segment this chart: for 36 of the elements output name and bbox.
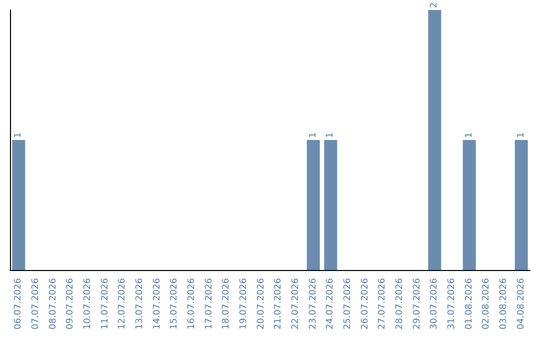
x-tick-label: 02.08.2026 <box>482 278 492 330</box>
x-tick-label: 29.07.2026 <box>412 278 422 330</box>
x-tick-label: 13.07.2026 <box>135 278 145 330</box>
x-tick-label: 20.07.2026 <box>256 278 266 330</box>
x-tick-label: 07.07.2026 <box>31 278 41 330</box>
x-tick-label: 09.07.2026 <box>66 278 76 330</box>
x-tick-label: 18.07.2026 <box>222 278 232 330</box>
x-tick-label: 01.08.2026 <box>464 278 474 330</box>
data-label: 1 <box>464 132 474 138</box>
x-tick-label: 26.07.2026 <box>360 278 370 330</box>
x-tick-label: 28.07.2026 <box>395 278 405 330</box>
x-tick-label: 16.07.2026 <box>187 278 197 330</box>
x-tick-label: 15.07.2026 <box>170 278 180 330</box>
x-tick-label: 08.07.2026 <box>48 278 58 330</box>
x-tick-label: 22.07.2026 <box>291 278 301 330</box>
x-tick-label: 17.07.2026 <box>204 278 214 330</box>
data-label: 1 <box>516 132 526 138</box>
x-tick-label: 25.07.2026 <box>343 278 353 330</box>
x-tick-label: 19.07.2026 <box>239 278 249 330</box>
x-tick-label: 24.07.2026 <box>326 278 336 330</box>
data-label: 1 <box>14 132 24 138</box>
x-tick-label: 30.07.2026 <box>430 278 440 330</box>
x-tick-label: 04.08.2026 <box>516 278 526 330</box>
x-tick-label: 11.07.2026 <box>100 278 110 330</box>
x-tick-label: 14.07.2026 <box>152 278 162 330</box>
x-tick-label: 23.07.2026 <box>308 278 318 330</box>
x-tick-label: 03.08.2026 <box>499 278 509 330</box>
x-tick-label: 27.07.2026 <box>378 278 388 330</box>
data-label: 1 <box>308 132 318 138</box>
x-tick-label: 12.07.2026 <box>118 278 128 330</box>
data-label: 1 <box>326 132 336 138</box>
x-tick-label: 10.07.2026 <box>83 278 93 330</box>
x-tick-label: 06.07.2026 <box>14 278 24 330</box>
data-label: 2 <box>430 2 440 8</box>
x-tick-label: 21.07.2026 <box>274 278 284 330</box>
x-tick-label: 31.07.2026 <box>447 278 457 330</box>
